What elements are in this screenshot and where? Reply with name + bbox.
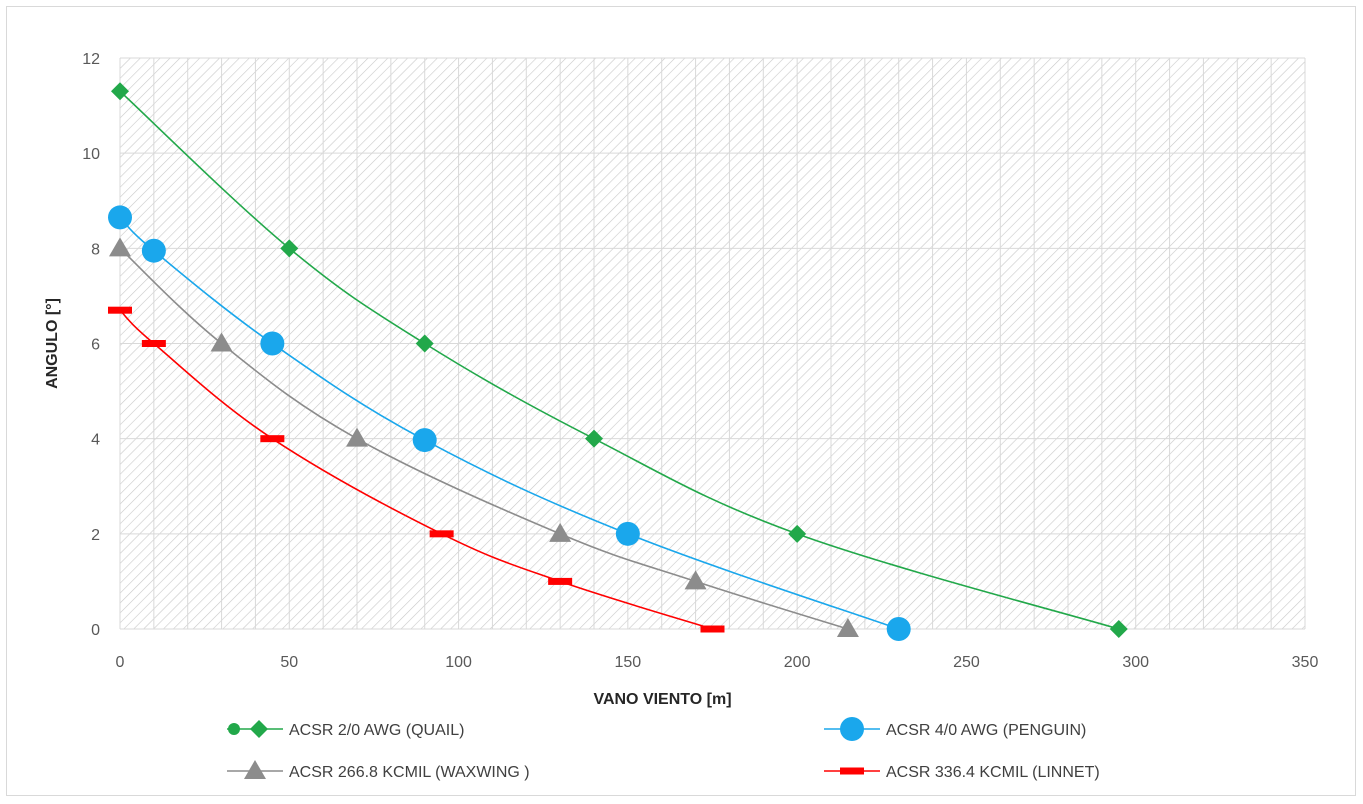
data-point <box>260 435 285 443</box>
data-point <box>141 340 166 347</box>
x-axis-title: VANO VIENTO [m] <box>593 691 731 708</box>
data-point <box>109 237 131 257</box>
data-point <box>548 577 573 585</box>
data-point <box>210 332 233 352</box>
series-diamond <box>111 82 1128 638</box>
series-layer <box>108 82 1128 641</box>
data-point <box>615 521 640 546</box>
data-point <box>886 617 911 641</box>
legend-label: ACSR 2/0 AWG (QUAIL) <box>289 722 464 739</box>
data-point <box>415 334 434 353</box>
legend-item: ACSR 2/0 AWG (QUAIL) <box>227 720 464 739</box>
legend-label: ACSR 4/0 AWG (PENGUIN) <box>886 722 1086 739</box>
x-tick-label: 150 <box>615 654 642 671</box>
y-tick-label: 8 <box>91 241 100 258</box>
x-tick-label: 50 <box>280 654 298 671</box>
data-point <box>836 618 859 637</box>
data-point <box>108 306 132 314</box>
legend-marker <box>250 720 268 738</box>
legend-marker <box>228 723 240 735</box>
series-triangle <box>109 237 859 637</box>
x-tick-label: 100 <box>445 654 472 671</box>
y-tick-label: 4 <box>91 432 100 449</box>
legend-marker <box>244 760 266 779</box>
legend-item: ACSR 4/0 AWG (PENGUIN) <box>824 717 1086 741</box>
data-point <box>260 331 285 356</box>
data-point <box>549 522 572 542</box>
y-tick-label: 0 <box>91 622 100 639</box>
x-tick-label: 200 <box>784 654 811 671</box>
series-line <box>119 247 849 630</box>
legend-label: ACSR 336.4 KCMIL (LINNET) <box>886 764 1100 781</box>
data-point <box>141 238 166 263</box>
data-point <box>111 82 129 101</box>
y-axis-ticks: 0 2 4 6 8 10 12 <box>82 51 100 639</box>
x-tick-label: 250 <box>953 654 980 671</box>
data-point <box>700 625 725 633</box>
y-tick-label: 10 <box>82 146 100 163</box>
data-point <box>429 530 454 538</box>
x-tick-label: 0 <box>116 654 125 671</box>
series-line <box>119 309 713 630</box>
data-point <box>346 427 368 447</box>
series-line <box>119 90 1120 630</box>
legend-marker <box>840 767 864 775</box>
x-tick-label: 300 <box>1122 654 1149 671</box>
data-point <box>1109 620 1128 638</box>
data-point <box>280 239 299 258</box>
series-dash <box>108 306 725 633</box>
data-point <box>108 205 132 230</box>
y-tick-label: 6 <box>91 337 100 354</box>
y-axis-title: ANGULO [°] <box>44 298 61 389</box>
legend-label: ACSR 266.8 KCMIL (WAXWING ) <box>289 764 530 781</box>
legend-item: ACSR 266.8 KCMIL (WAXWING ) <box>227 760 530 781</box>
legend: ACSR 2/0 AWG (QUAIL) ACSR 4/0 AWG (PENGUI… <box>227 717 1100 781</box>
data-point <box>788 524 807 543</box>
x-axis-ticks: 0 50 100 150 200 250 300 350 <box>116 654 1319 671</box>
legend-marker <box>840 717 864 741</box>
y-tick-label: 2 <box>91 527 100 544</box>
legend-item: ACSR 336.4 KCMIL (LINNET) <box>824 764 1100 781</box>
data-point <box>585 429 603 448</box>
y-tick-label: 12 <box>82 51 100 68</box>
x-tick-label: 350 <box>1292 654 1319 671</box>
gridlines <box>119 57 1306 630</box>
series-circle <box>108 205 911 641</box>
data-point <box>684 570 707 590</box>
data-point <box>412 428 437 453</box>
series-line <box>119 216 899 630</box>
